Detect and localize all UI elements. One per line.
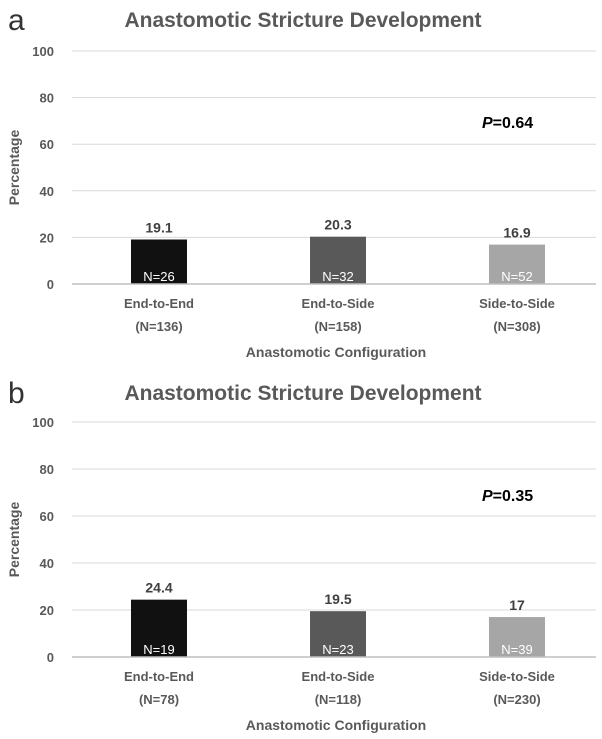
- y-axis-label: Percentage: [6, 130, 22, 206]
- bar-n-label: N=23: [322, 642, 353, 657]
- y-tick-label: 80: [40, 91, 54, 106]
- chart-panel-b: b Anastomotic Stricture Development 0 20 40 6…: [6, 377, 596, 733]
- y-tick-label: 80: [40, 462, 54, 477]
- p-value-text: =0.64: [493, 115, 534, 132]
- data-label: 17: [509, 597, 525, 613]
- x-tick-label: End-to-End: [124, 669, 194, 684]
- bar-n-label: N=39: [501, 642, 532, 657]
- data-label: 24.4: [145, 580, 172, 596]
- bar-1: [131, 599, 187, 657]
- x-tick-label: End-to-End: [124, 296, 194, 311]
- bar-3: [489, 617, 545, 657]
- bar-n-label: N=32: [322, 269, 353, 284]
- p-value-symbol: P: [482, 488, 493, 505]
- y-tick-label: 100: [32, 415, 54, 430]
- chart-panel-a: a Anastomotic Stricture Development 0 20 40 6…: [6, 4, 596, 360]
- bar-n-label: N=52: [501, 269, 532, 284]
- x-tick-sublabel: (N=158): [314, 319, 361, 334]
- x-tick-label: End-to-Side: [302, 296, 375, 311]
- data-label: 16.9: [503, 225, 530, 241]
- bar-2: [310, 236, 366, 284]
- y-tick-label: 60: [40, 509, 54, 524]
- bar-3: [489, 244, 545, 284]
- data-label: 19.5: [324, 591, 351, 607]
- bar-2: [310, 611, 366, 657]
- y-tick-label: 40: [40, 184, 54, 199]
- y-tick-label: 0: [47, 277, 54, 292]
- x-axis-label: Anastomotic Configuration: [246, 344, 426, 360]
- p-value-annotation: P=0.64: [482, 115, 533, 132]
- y-tick-label: 0: [47, 650, 54, 665]
- bar-1: [131, 239, 187, 284]
- chart-title: Anastomotic Stricture Development: [124, 9, 481, 32]
- data-label: 20.3: [324, 217, 351, 233]
- bar-n-label: N=26: [143, 269, 174, 284]
- y-tick-label: 60: [40, 137, 54, 152]
- x-tick-sublabel: (N=136): [135, 319, 182, 334]
- x-axis-label: Anastomotic Configuration: [246, 717, 426, 733]
- y-tick-label: 100: [32, 44, 54, 59]
- panel-letter: a: [8, 4, 25, 37]
- bar-n-label: N=19: [143, 642, 174, 657]
- x-tick-label: Side-to-Side: [479, 296, 555, 311]
- x-tick-sublabel: (N=308): [493, 319, 540, 334]
- p-value-symbol: P: [482, 115, 493, 132]
- y-axis-label: Percentage: [6, 502, 22, 578]
- chart-title: Anastomotic Stricture Development: [124, 382, 481, 405]
- x-tick-sublabel: (N=118): [315, 692, 362, 707]
- x-tick-label: End-to-Side: [302, 669, 375, 684]
- y-tick-label: 20: [40, 230, 54, 245]
- data-label: 19.1: [145, 219, 172, 235]
- p-value-text: =0.35: [493, 488, 534, 505]
- x-tick-label: Side-to-Side: [479, 669, 555, 684]
- p-value-annotation: P=0.35: [482, 488, 533, 505]
- panel-letter: b: [8, 377, 25, 410]
- y-tick-label: 40: [40, 556, 54, 571]
- x-tick-sublabel: (N=230): [493, 692, 540, 707]
- y-tick-label: 20: [40, 603, 54, 618]
- x-tick-sublabel: (N=78): [139, 692, 179, 707]
